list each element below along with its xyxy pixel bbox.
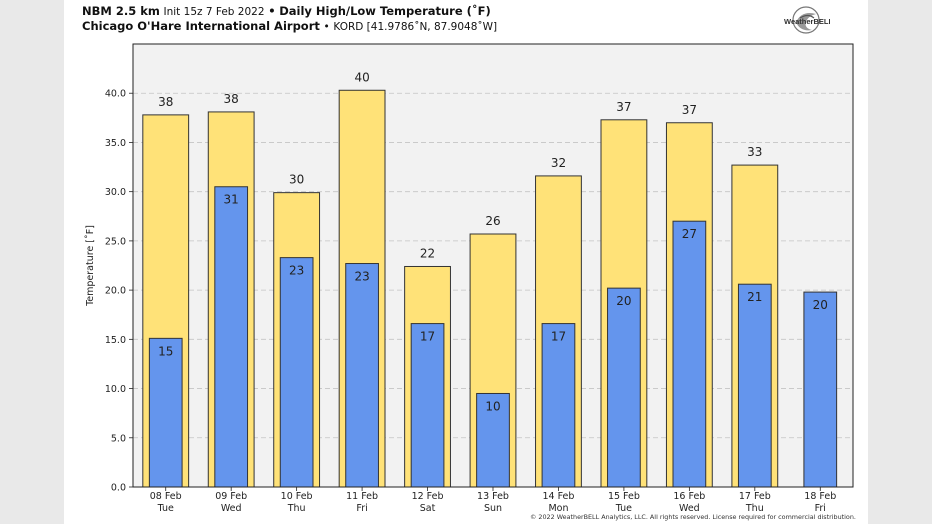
low-temp-bar: [345, 263, 379, 488]
y-axis-label: Temperature [˚F]: [85, 225, 96, 307]
title-bullet: •: [268, 4, 276, 18]
low-temp-label: 23: [354, 270, 369, 284]
x-tick-label-day: Sat: [420, 503, 436, 514]
high-temp-label: 40: [354, 70, 369, 84]
y-tick-label: 35.0: [105, 138, 126, 149]
y-tick-label: 10.0: [105, 384, 126, 395]
y-tick-label: 25.0: [105, 236, 126, 247]
high-temp-label: 32: [551, 156, 566, 170]
x-tick-label-day: Wed: [679, 503, 700, 514]
low-temp-bar: [214, 186, 249, 488]
y-tick-label: 15.0: [105, 335, 126, 346]
x-tick-label-date: 12 Feb: [412, 491, 444, 502]
high-temp-label: 38: [158, 95, 173, 109]
x-tick-label-day: Tue: [615, 503, 632, 514]
high-temp-label: 38: [224, 92, 239, 106]
low-temp-label: 23: [289, 264, 304, 278]
low-temp-label: 10: [485, 399, 500, 413]
low-temp-bar: [410, 323, 445, 488]
logo-text: WeatherBELL: [784, 17, 830, 26]
low-temp-bar: [672, 220, 707, 488]
high-temp-label: 22: [420, 246, 435, 260]
x-tick-label-date: 18 Feb: [804, 491, 836, 502]
x-tick-label-date: 10 Feb: [281, 491, 313, 502]
x-tick-label-day: Sun: [484, 503, 502, 514]
y-tick-label: 20.0: [105, 286, 126, 297]
y-tick-label: 5.0: [111, 433, 126, 444]
init-time: Init 15z 7 Feb 2022: [163, 6, 265, 18]
x-tick-label-date: 09 Feb: [215, 491, 247, 502]
title-bullet-2: •: [323, 21, 330, 33]
high-temp-label: 30: [289, 173, 304, 187]
x-tick-label-date: 08 Feb: [150, 491, 182, 502]
x-tick-label-day: Fri: [356, 503, 367, 514]
low-temp-label: 17: [420, 330, 435, 344]
high-temp-label: 37: [682, 103, 697, 117]
low-temp-bar: [279, 257, 314, 488]
x-tick-label-date: 14 Feb: [542, 491, 574, 502]
y-tick-label: 0.0: [111, 483, 126, 494]
low-temp-label: 31: [224, 193, 239, 207]
model-name: NBM 2.5 km: [82, 4, 160, 18]
x-tick-label-date: 17 Feb: [739, 491, 771, 502]
y-tick-label: 30.0: [105, 187, 126, 198]
low-temp-label: 21: [747, 290, 762, 304]
low-temp-bar: [476, 392, 510, 488]
weatherbell-swirl-icon: [792, 6, 820, 34]
low-temp-label: 20: [813, 298, 828, 312]
x-tick-label-date: 16 Feb: [673, 491, 705, 502]
product-name: Daily High/Low Temperature (˚F): [279, 4, 491, 18]
low-temp-bar: [541, 323, 576, 488]
weatherbell-logo: WeatherBELL: [784, 6, 830, 34]
x-tick-label-date: 15 Feb: [608, 491, 640, 502]
low-temp-bar: [148, 337, 183, 488]
y-tick-label: 40.0: [105, 89, 126, 100]
low-temp-label: 15: [158, 344, 173, 358]
low-temp-bar: [607, 287, 641, 488]
high-temp-label: 33: [747, 145, 762, 159]
chart-subtitle: Chicago O'Hare International Airport • K…: [82, 19, 497, 33]
station-info: KORD [41.9786˚N, 87.9048˚W]: [333, 21, 498, 33]
high-temp-label: 26: [485, 214, 500, 228]
x-tick-label-day: Fri: [815, 503, 826, 514]
x-tick-label-day: Tue: [157, 503, 174, 514]
x-tick-label-day: Wed: [221, 503, 242, 514]
x-tick-label-date: 11 Feb: [346, 491, 378, 502]
chart-title: NBM 2.5 km Init 15z 7 Feb 2022 • Daily H…: [82, 4, 491, 18]
low-temp-bar: [737, 283, 772, 488]
low-temp-bar: [803, 291, 838, 488]
x-tick-label-day: Mon: [548, 503, 568, 514]
copyright-notice: © 2022 WeatherBELL Analytics, LLC. All r…: [530, 513, 856, 521]
x-tick-label-date: 13 Feb: [477, 491, 509, 502]
high-temp-label: 37: [616, 100, 631, 114]
x-tick-label-day: Thu: [745, 503, 764, 514]
x-tick-label-day: Thu: [287, 503, 306, 514]
low-temp-label: 20: [616, 294, 631, 308]
location-name: Chicago O'Hare International Airport: [82, 19, 320, 33]
low-temp-label: 27: [682, 227, 697, 241]
low-temp-label: 17: [551, 330, 566, 344]
